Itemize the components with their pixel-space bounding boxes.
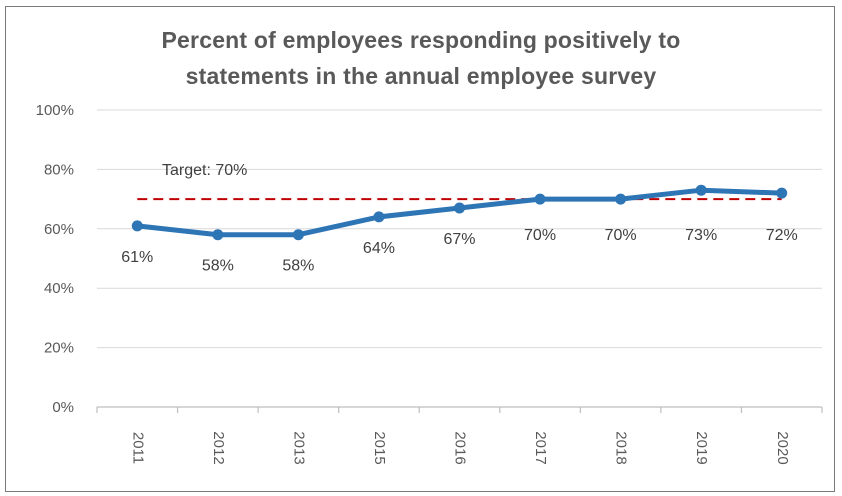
data-label: 67% (443, 231, 475, 248)
target-line-group: Target: 70% (137, 162, 782, 201)
y-tick-label: 100% (36, 102, 74, 119)
data-point (373, 211, 385, 223)
chart-frame (5, 6, 835, 492)
gridlines (97, 109, 822, 349)
data-point (695, 184, 707, 196)
data-point (615, 193, 627, 205)
data-point (776, 187, 788, 199)
x-tick-label: 2018 (613, 431, 630, 464)
data-label: 70% (524, 227, 556, 244)
x-tick-label: 2019 (693, 431, 710, 464)
data-label: 72% (766, 227, 798, 244)
y-tick-label: 0% (52, 399, 74, 416)
data-label: 58% (282, 258, 314, 275)
data-label: 70% (605, 227, 637, 244)
series-group (131, 184, 788, 241)
y-axis: 0% 20% 40% 60% 80% 100% (36, 102, 74, 416)
x-tick-label: 2017 (532, 431, 549, 464)
x-tick-label: 2013 (290, 431, 307, 464)
y-tick-label: 80% (44, 161, 74, 178)
data-point (212, 229, 224, 241)
x-tick-label: 2016 (452, 431, 469, 464)
data-label: 61% (121, 249, 153, 266)
target-label: Target: 70% (162, 162, 247, 179)
data-point (292, 229, 304, 241)
chart-title: Percent of employees responding positive… (0, 22, 842, 94)
data-label: 64% (363, 240, 395, 257)
y-tick-label: 20% (44, 340, 74, 357)
chart-title-line-2: statements in the annual employee survey (185, 63, 657, 89)
data-point (534, 193, 546, 205)
x-tick-label: 2020 (774, 431, 791, 464)
data-point (131, 220, 143, 232)
data-labels: 61% 58% 58% 64% 67% 70% 70% 73% 72% (121, 227, 797, 275)
y-tick-label: 40% (44, 280, 74, 297)
x-tick-label: 2011 (129, 432, 146, 464)
x-axis: 2011 2012 2013 2015 2016 2017 2018 2019 2020 (96, 406, 823, 465)
data-point (454, 202, 465, 214)
chart-title-line-1: Percent of employees responding positive… (161, 27, 681, 53)
x-tick-label: 2012 (210, 431, 227, 464)
data-label: 73% (685, 227, 717, 244)
x-tick-label: 2015 (371, 431, 388, 464)
y-tick-label: 60% (44, 221, 74, 238)
data-label: 58% (202, 258, 234, 275)
